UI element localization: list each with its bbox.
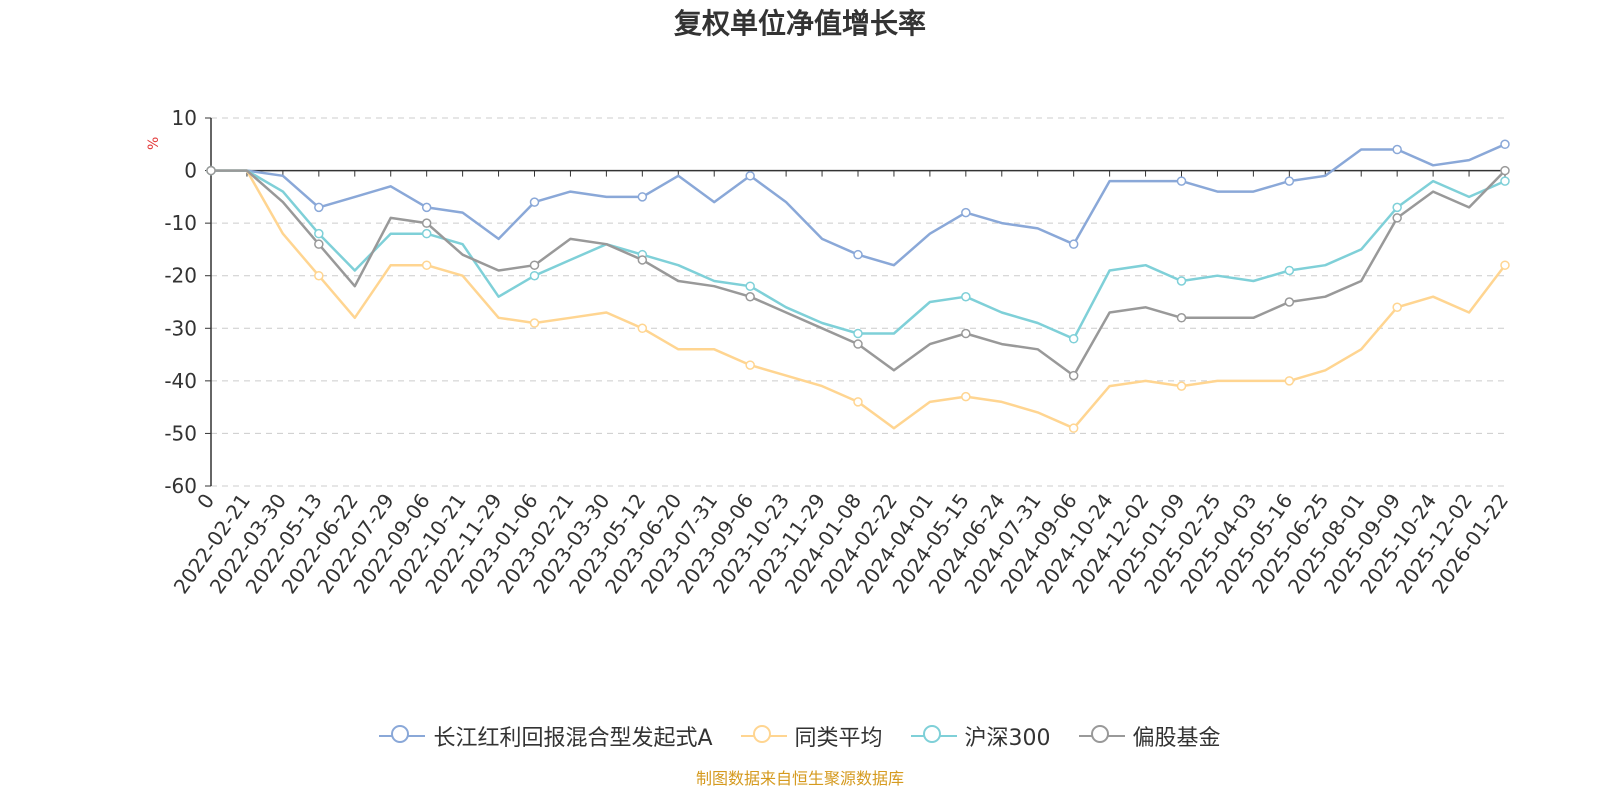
series-point [853, 249, 863, 260]
series-point [314, 239, 324, 249]
series-point [961, 328, 971, 339]
series-point [1068, 423, 1079, 433]
series-point [1176, 313, 1187, 323]
legend-item[interactable]: 同类平均 [740, 720, 883, 752]
y-tick-label: -40 [164, 369, 197, 393]
legend-marker-icon [1078, 724, 1125, 748]
series-point [637, 192, 648, 202]
series-point [1176, 381, 1187, 391]
series-point [529, 270, 540, 281]
y-tick-label: 0 [184, 159, 197, 183]
legend-item[interactable]: 沪深300 [910, 720, 1051, 752]
series-point [421, 260, 432, 270]
legend-label: 偏股基金 [1132, 726, 1221, 751]
series-point [421, 202, 432, 213]
series-point [1284, 376, 1295, 386]
series-point [961, 291, 971, 302]
series-point [1284, 297, 1295, 307]
y-tick-label: 10 [172, 106, 197, 130]
series-point [1392, 144, 1402, 155]
series-point [314, 202, 324, 213]
chart-title: 复权单位净值增长率 [673, 7, 926, 40]
series-point [529, 260, 540, 270]
series-point [1500, 260, 1510, 270]
series-point [1176, 176, 1187, 186]
series-point [1284, 265, 1295, 276]
series-point [961, 207, 971, 218]
source-note: 制图数据来自恒生聚源数据库 [695, 769, 904, 788]
legend-marker-icon [740, 724, 787, 748]
series-point [1284, 176, 1295, 186]
series-point [637, 323, 648, 334]
series-point [745, 360, 755, 370]
series-point [421, 218, 432, 228]
y-tick-label: -20 [164, 264, 197, 288]
series-point [1392, 302, 1402, 313]
series-point [637, 255, 648, 265]
y-tick-label: -10 [164, 211, 197, 235]
series-point [745, 291, 755, 302]
series-point [1068, 370, 1079, 381]
y-tick-label: -50 [164, 421, 197, 445]
legend-item[interactable]: 长江红利回报混合型发起式A [379, 720, 713, 752]
plot-area: 100-10-20-30-40-50-6002022-02-212022-03-… [164, 106, 1513, 598]
legend-label: 沪深300 [964, 726, 1051, 751]
legend-label: 长江红利回报混合型发起式A [433, 726, 713, 751]
legend: 长江红利回报混合型发起式A 同类平均 沪深300 偏股基金 [0, 720, 1600, 752]
series-point [529, 197, 540, 207]
series-point [529, 318, 540, 328]
x-tick-label: 0 [192, 489, 219, 513]
series-point [1068, 239, 1079, 249]
series-point [1500, 165, 1510, 176]
y-tick-label: -60 [164, 474, 197, 498]
series-point [206, 165, 216, 176]
series-point [1392, 213, 1402, 223]
series-point [1500, 139, 1510, 150]
series-point [853, 339, 863, 349]
legend-item[interactable]: 偏股基金 [1078, 720, 1221, 752]
series-point [1068, 334, 1079, 344]
series-point [1500, 176, 1510, 186]
series-point [745, 171, 755, 181]
series-point [421, 228, 432, 239]
legend-marker-icon [379, 724, 426, 748]
series-point [314, 228, 324, 239]
y-tick-label: -30 [164, 316, 197, 340]
series-point [1176, 276, 1187, 286]
series-point [961, 391, 971, 402]
series-point [314, 270, 324, 281]
series-point [745, 281, 755, 291]
series-line-0 [211, 143, 1506, 267]
legend-label: 同类平均 [794, 726, 883, 751]
series-point [853, 328, 863, 339]
legend-marker-icon [910, 724, 957, 748]
series-point [853, 397, 863, 407]
series-point [1392, 202, 1402, 213]
